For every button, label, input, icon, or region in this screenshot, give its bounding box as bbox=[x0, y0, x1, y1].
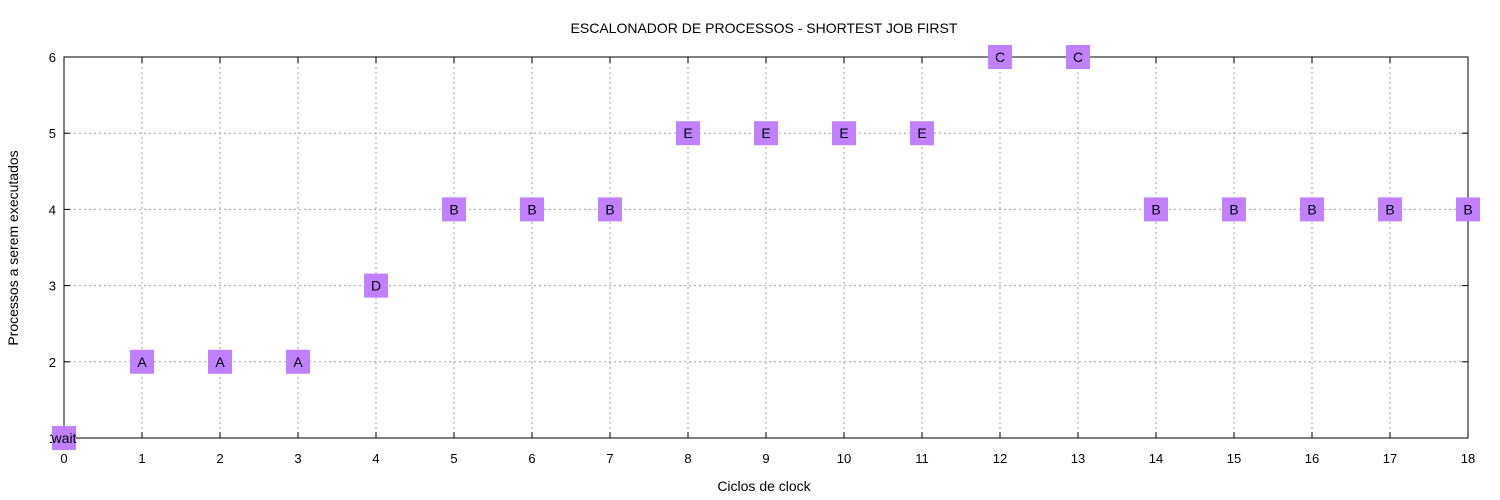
x-tick-label: 11 bbox=[915, 451, 929, 466]
x-tick-label: 9 bbox=[762, 451, 769, 466]
data-point-marker bbox=[1222, 197, 1246, 222]
data-point-label: D bbox=[371, 278, 381, 294]
data-point-label: wait bbox=[51, 430, 77, 446]
x-tick-label: 14 bbox=[1149, 451, 1163, 466]
data-point-marker bbox=[676, 121, 700, 146]
data-point-label: C bbox=[995, 49, 1005, 65]
data-point-label: E bbox=[761, 125, 770, 141]
data-point-label: B bbox=[527, 201, 536, 217]
data-point-label: B bbox=[1385, 201, 1394, 217]
data-point-marker bbox=[754, 121, 778, 146]
x-tick-label: 3 bbox=[294, 451, 301, 466]
axis-ticks: 0123456789101112131415161718123456 bbox=[49, 50, 1475, 466]
data-point-label: E bbox=[917, 125, 926, 141]
chart-title: ESCALONADOR DE PROCESSOS - SHORTEST JOB … bbox=[571, 20, 958, 36]
x-tick-label: 1 bbox=[138, 451, 145, 466]
data-point-label: E bbox=[683, 125, 692, 141]
x-tick-label: 0 bbox=[60, 451, 67, 466]
data-point-label: B bbox=[1307, 201, 1316, 217]
data-point-marker bbox=[52, 426, 76, 450]
x-tick-label: 6 bbox=[528, 451, 535, 466]
x-axis-label: Ciclos de clock bbox=[717, 478, 811, 494]
x-tick-label: 5 bbox=[450, 451, 457, 466]
data-point-marker bbox=[988, 45, 1012, 69]
y-tick-label: 6 bbox=[49, 50, 56, 65]
data-point-label: E bbox=[839, 125, 848, 141]
data-point-label: B bbox=[1151, 201, 1160, 217]
data-point-marker bbox=[910, 121, 934, 146]
data-point-marker bbox=[1066, 45, 1090, 69]
x-tick-label: 16 bbox=[1305, 451, 1319, 466]
data-point-marker bbox=[832, 121, 856, 146]
data-point-marker bbox=[1144, 197, 1168, 222]
data-point-label: C bbox=[1073, 49, 1083, 65]
data-point-label: A bbox=[215, 354, 225, 370]
x-tick-label: 12 bbox=[993, 451, 1007, 466]
data-points: wait A A A D B B B E E E E C C B B B B B bbox=[51, 45, 1480, 450]
y-axis-label: Processos a serem executados bbox=[5, 150, 21, 345]
grid bbox=[64, 57, 1468, 438]
data-point-label: B bbox=[449, 201, 458, 217]
x-tick-label: 7 bbox=[606, 451, 613, 466]
data-point-marker bbox=[364, 273, 388, 298]
x-tick-label: 13 bbox=[1071, 451, 1085, 466]
data-point-label: A bbox=[293, 354, 303, 370]
y-tick-label: 3 bbox=[49, 279, 56, 294]
x-tick-label: 18 bbox=[1461, 451, 1475, 466]
x-tick-label: 4 bbox=[372, 451, 379, 466]
y-tick-label: 4 bbox=[49, 202, 56, 217]
data-point-marker bbox=[208, 349, 232, 374]
x-tick-label: 2 bbox=[216, 451, 223, 466]
y-tick-label: 5 bbox=[49, 126, 56, 141]
y-tick-label: 2 bbox=[49, 355, 56, 370]
x-tick-label: 10 bbox=[837, 451, 851, 466]
data-point-marker bbox=[442, 197, 466, 222]
x-tick-label: 17 bbox=[1383, 451, 1397, 466]
data-point-label: B bbox=[1229, 201, 1238, 217]
x-tick-label: 15 bbox=[1227, 451, 1241, 466]
data-point-marker bbox=[130, 349, 154, 374]
x-tick-label: 8 bbox=[684, 451, 691, 466]
data-point-marker bbox=[286, 349, 310, 374]
data-point-marker bbox=[1456, 197, 1480, 222]
data-point-label: A bbox=[137, 354, 147, 370]
data-point-marker bbox=[598, 197, 622, 222]
data-point-marker bbox=[520, 197, 544, 222]
data-point-marker bbox=[1300, 197, 1324, 222]
data-point-label: B bbox=[1463, 201, 1472, 217]
data-point-marker bbox=[1378, 197, 1402, 222]
data-point-label: B bbox=[605, 201, 614, 217]
